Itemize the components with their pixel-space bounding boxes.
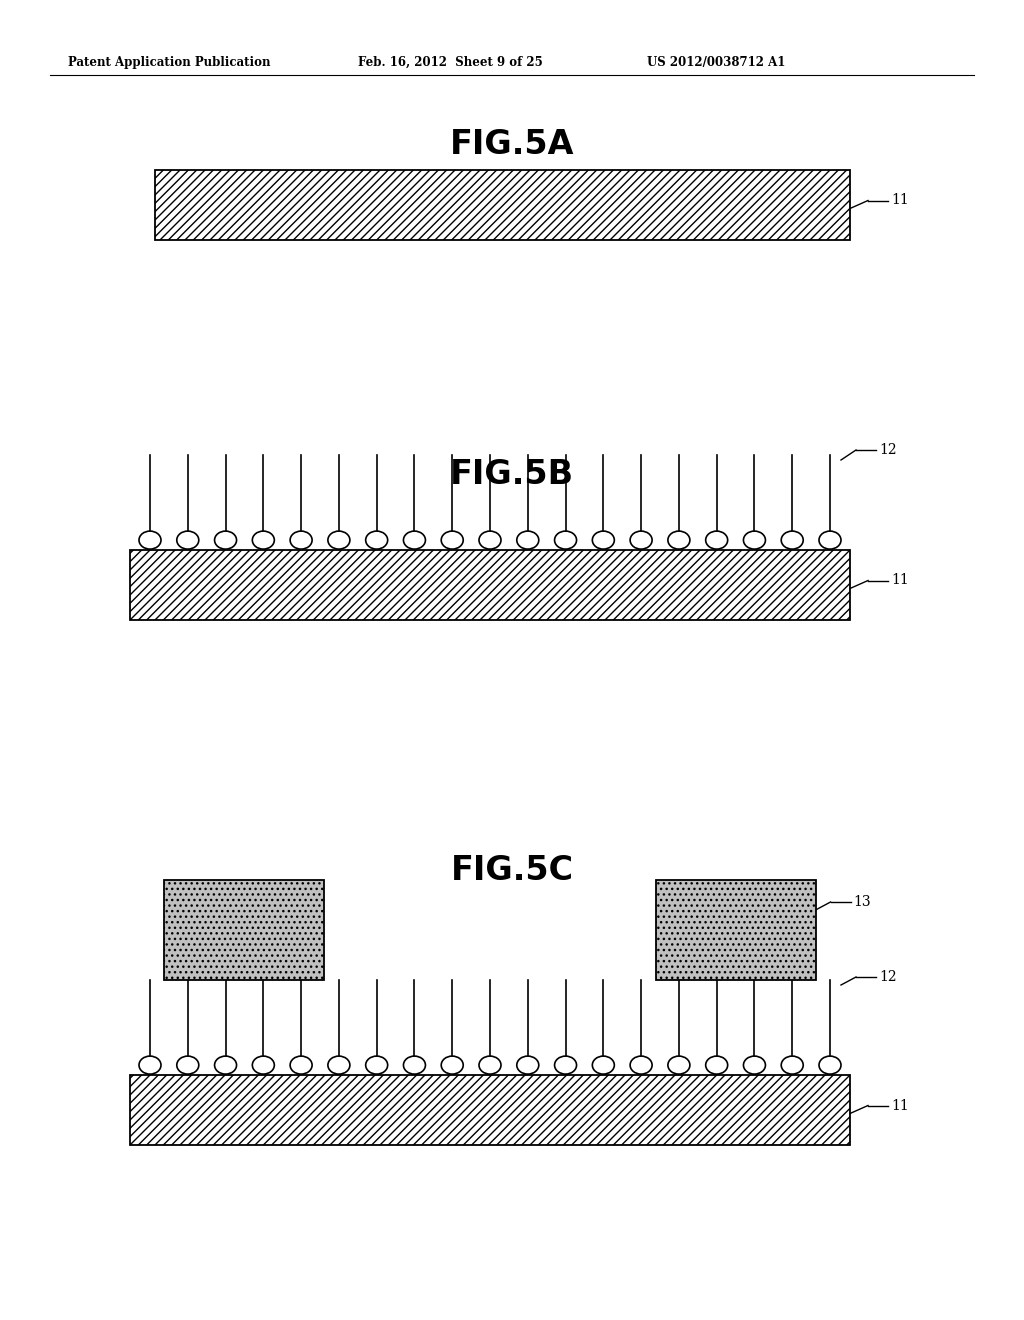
Text: 11: 11 [891,1098,908,1113]
Ellipse shape [743,531,766,549]
Ellipse shape [139,1056,161,1074]
Ellipse shape [139,531,161,549]
Ellipse shape [366,531,388,549]
Ellipse shape [403,531,425,549]
Text: 11: 11 [891,194,908,207]
Bar [130,1074,850,1144]
Ellipse shape [517,1056,539,1074]
Text: Feb. 16, 2012  Sheet 9 of 25: Feb. 16, 2012 Sheet 9 of 25 [358,55,543,69]
Ellipse shape [403,1056,425,1074]
Ellipse shape [743,1056,766,1074]
Bar [165,880,325,979]
Ellipse shape [328,531,350,549]
Ellipse shape [290,1056,312,1074]
Ellipse shape [706,531,728,549]
Ellipse shape [781,531,803,549]
Ellipse shape [592,531,614,549]
Ellipse shape [592,1056,614,1074]
Ellipse shape [630,1056,652,1074]
Ellipse shape [819,531,841,549]
Ellipse shape [177,1056,199,1074]
Ellipse shape [290,531,312,549]
Text: 11: 11 [891,573,908,587]
Ellipse shape [555,531,577,549]
Text: FIG.5B: FIG.5B [450,458,574,491]
Text: Patent Application Publication: Patent Application Publication [68,55,270,69]
Text: FIG.5C: FIG.5C [451,854,573,887]
Ellipse shape [630,531,652,549]
Ellipse shape [479,1056,501,1074]
Ellipse shape [819,1056,841,1074]
Ellipse shape [479,531,501,549]
Text: 12: 12 [879,444,897,457]
Text: 12: 12 [879,970,897,983]
Ellipse shape [441,531,463,549]
Bar [155,170,850,240]
Ellipse shape [366,1056,388,1074]
Ellipse shape [215,531,237,549]
Ellipse shape [517,531,539,549]
Text: FIG.5A: FIG.5A [450,128,574,161]
Ellipse shape [328,1056,350,1074]
Ellipse shape [252,531,274,549]
Ellipse shape [215,1056,237,1074]
Ellipse shape [177,531,199,549]
Text: 13: 13 [854,895,871,909]
Bar [655,880,815,979]
Ellipse shape [781,1056,803,1074]
Ellipse shape [706,1056,728,1074]
Ellipse shape [668,1056,690,1074]
Ellipse shape [555,1056,577,1074]
Ellipse shape [252,1056,274,1074]
Bar [130,550,850,620]
Ellipse shape [668,531,690,549]
Ellipse shape [441,1056,463,1074]
Text: US 2012/0038712 A1: US 2012/0038712 A1 [647,55,785,69]
